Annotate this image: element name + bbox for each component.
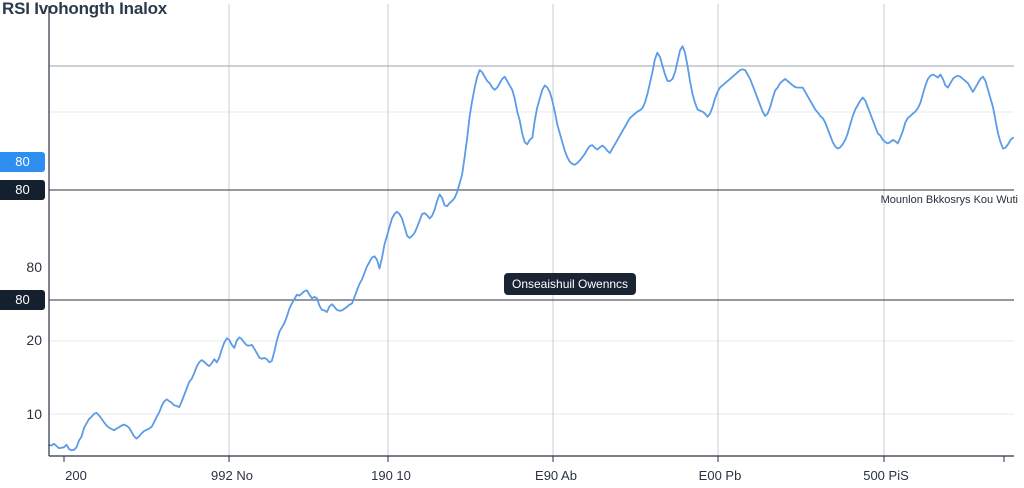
y-tick-label: 80 bbox=[26, 259, 42, 275]
x-tick-label: E90 Ab bbox=[535, 468, 577, 483]
x-tick-label: 992 No bbox=[211, 468, 253, 483]
lower-line-label: Onseaishuil Owenncs bbox=[504, 273, 637, 295]
value-badge-upper: 80 bbox=[0, 180, 45, 200]
value-badge-lower: 80 bbox=[0, 290, 45, 310]
value-badge-blue: 80 bbox=[0, 152, 45, 172]
x-tick-label: E00 Pb bbox=[699, 468, 742, 483]
x-tick-label: 500 PiS bbox=[863, 468, 909, 483]
axis-layer: 200 992 No 190 10 E90 Ab E00 Pb 500 PiS 10 20 80 bbox=[26, 6, 1014, 483]
y-tick-label: 10 bbox=[26, 406, 42, 422]
chart-title: RSI Ivohongth Inalox bbox=[2, 0, 168, 18]
upper-line-note: Mounlon Bkkosrys Kou Wuti bbox=[880, 194, 1018, 206]
series-line-1 bbox=[48, 45, 1014, 452]
threshold-lines bbox=[49, 65, 1014, 301]
series-layer bbox=[48, 45, 1014, 452]
y-tick-label: 20 bbox=[26, 332, 42, 348]
x-tick-label: 200 bbox=[65, 468, 87, 483]
x-tick-label: 190 10 bbox=[371, 468, 411, 483]
grid-layer bbox=[49, 4, 1014, 456]
